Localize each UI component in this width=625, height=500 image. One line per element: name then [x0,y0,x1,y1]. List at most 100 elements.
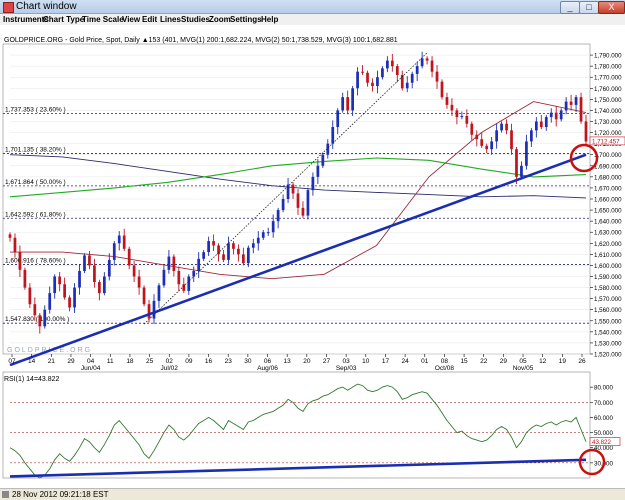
menu-settings[interactable]: Settings [230,14,262,25]
x-axis-label: 27 [323,358,331,365]
candle-body [272,221,275,232]
candle-body [535,122,538,131]
menu-chart-type[interactable]: Chart Type [43,14,84,25]
candle-body [63,284,66,297]
candle-body [341,97,344,110]
price-axis-label: 1,740.000 [594,108,622,115]
candle-body [123,236,126,249]
title-bar: Chart window _ □ X [0,0,625,14]
candle-body [500,124,503,131]
menu-help[interactable]: Help [261,14,278,25]
candle-body [525,141,528,165]
x-axis-label: 29 [500,358,508,365]
menu-zoom[interactable]: Zoom [209,14,231,25]
candle [307,188,310,220]
candle-body [227,243,230,260]
x-axis-label: 29 [67,358,75,365]
candle-body [421,58,424,66]
rsi-header: RSI(1) 14=43.822 [4,376,60,383]
candle-body [386,61,389,69]
candle-body [550,113,553,117]
candle-body [53,277,56,294]
menu-edit[interactable]: Edit [142,14,157,25]
candle [321,153,324,169]
minimize-button[interactable]: _ [560,1,580,14]
candle [143,285,146,306]
candle-body [158,285,161,301]
candle-body [331,127,334,144]
menu-lines[interactable]: Lines [160,14,181,25]
candle-body [237,249,240,255]
candle-body [321,155,324,166]
fib-level-label: 1,547.830 ( 100.00% ) [5,316,69,323]
candle [441,79,444,99]
price-axis-label: 1,790.000 [594,53,622,60]
candle-body [480,139,483,146]
price-axis-label: 1,780.000 [594,64,622,71]
candle-body [540,122,543,128]
candle-body [475,135,478,139]
x-axis-label: 16 [205,358,213,365]
candle-body [128,249,131,266]
candle-body [267,232,270,233]
app-icon [3,2,14,13]
candle-body [148,304,151,318]
candle-body [356,72,359,89]
candle-body [565,102,568,111]
rsi-axis-label: 80.000 [594,385,613,392]
x-axis-label: 26 [578,358,586,365]
fib-level-label: 1,642.592 ( 61.80% ) [5,211,66,218]
candle-body [29,288,32,305]
price-axis-label: 1,550.000 [594,318,622,325]
candle-body [252,243,255,247]
price-axis-label: 1,750.000 [594,97,622,104]
fib-level-label: 1,671.864 ( 50.00% ) [5,179,66,186]
candle-body [580,97,583,121]
rsi-axis-label: 60.000 [594,415,613,422]
candle-body [520,166,523,177]
candle-body [43,310,46,327]
candle-body [302,208,305,216]
window-title: Chart window [16,0,77,13]
price-axis-label: 1,530.000 [594,340,622,347]
price-axis-label: 1,600.000 [594,263,622,270]
candle-body [108,260,111,277]
month-label: Oct/08 [435,365,455,372]
x-axis-label: 05 [519,358,527,365]
month-label: Jun/04 [81,365,101,372]
maximize-button[interactable]: □ [579,1,599,14]
candle-body [202,252,205,259]
candle-body [297,193,300,207]
chart-area[interactable]: GOLDPRICE.ORG - Gold Price, Spot, Daily … [0,25,625,488]
candle [83,253,86,273]
price-axis-label: 1,720.000 [594,130,622,137]
price-axis-label: 1,610.000 [594,252,622,259]
candle-body [461,116,464,117]
candle-body [451,105,454,111]
x-axis-label: 24 [401,358,409,365]
menu-time-scale[interactable]: Time Scale [82,14,124,25]
x-axis-label: 10 [362,358,370,365]
candle [24,268,27,290]
menu-instruments[interactable]: Instruments [3,14,49,25]
price-axis-label: 1,670.000 [594,185,622,192]
x-axis-label: 11 [107,358,114,365]
candle-body [376,77,379,86]
x-axis-label: 06 [264,358,272,365]
candle-body [113,243,116,260]
menu-view[interactable]: View [122,14,140,25]
candle-body [545,117,548,127]
menu-bar: Instruments Chart Type Time Scale View E… [0,14,625,25]
candle-body [391,61,394,67]
candle-body [282,199,285,210]
candle-body [485,146,488,149]
candle-body [361,72,364,73]
x-axis-label: 15 [460,358,468,365]
rsi-panel[interactable]: RSI(1) 14=43.822 30.00040.00050.00060.00… [3,372,620,478]
candle-body [312,177,315,190]
x-axis-label: 22 [480,358,488,365]
candle-body [426,58,429,60]
menu-studies[interactable]: Studies [181,14,210,25]
price-panel[interactable]: GOLDPRICE.ORG - Gold Price, Spot, Daily … [3,37,625,372]
close-button[interactable]: X [598,1,625,14]
